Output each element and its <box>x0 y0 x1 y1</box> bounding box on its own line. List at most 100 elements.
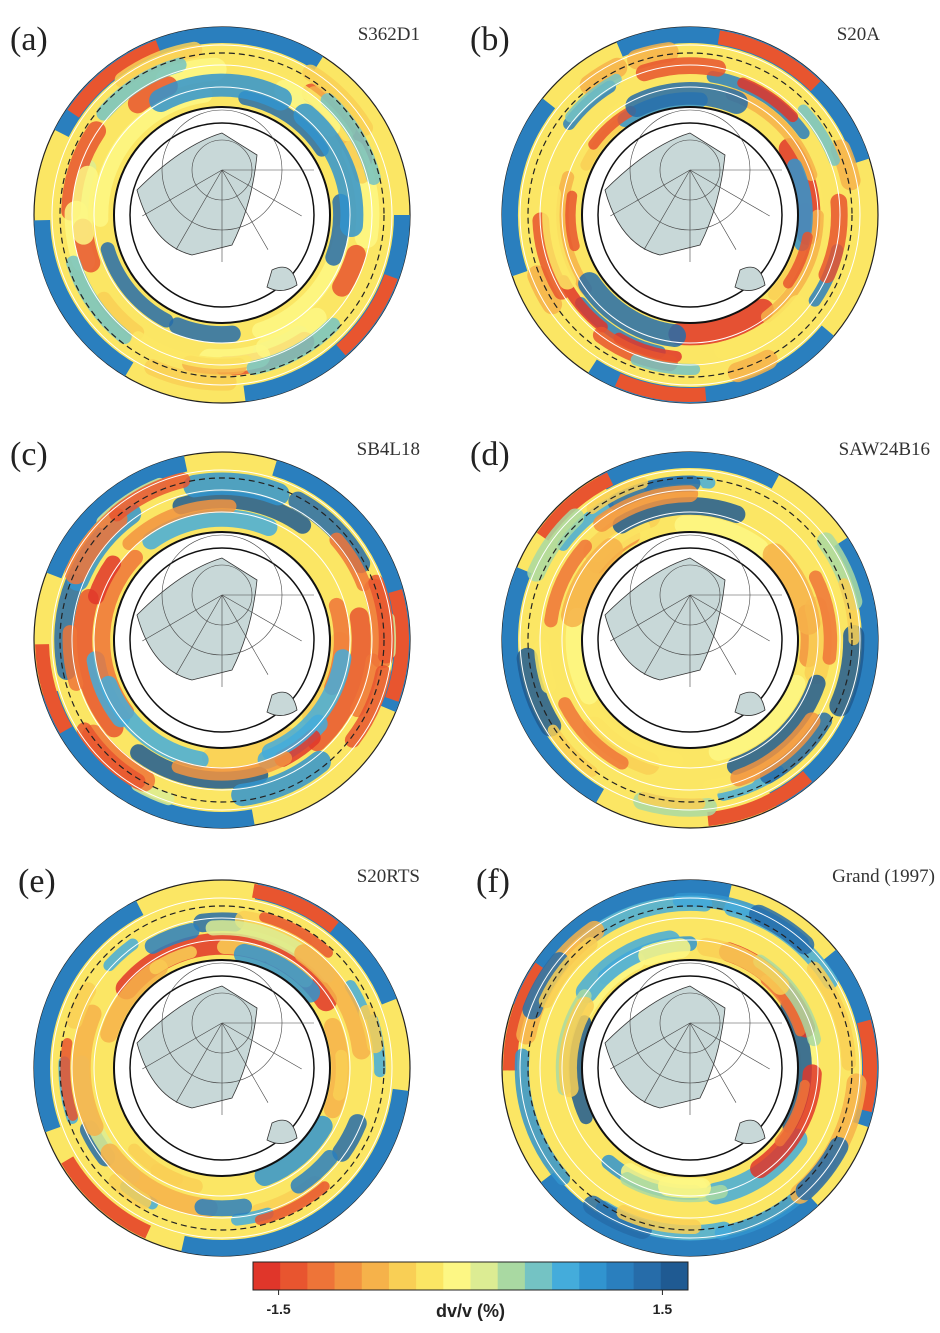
anomaly <box>547 497 833 783</box>
anomaly <box>558 936 822 1200</box>
depth-line <box>539 64 841 366</box>
dashed-depth <box>59 905 385 1231</box>
anomaly <box>58 51 386 379</box>
colorbar-swatch <box>497 1262 526 1290</box>
land <box>136 557 258 681</box>
anomaly <box>515 40 865 390</box>
anomaly <box>72 918 372 1218</box>
panel-label: (d) <box>470 436 510 473</box>
depth-line <box>93 511 351 769</box>
graticule <box>643 169 691 250</box>
land <box>604 985 726 1109</box>
dashed-depth <box>527 477 853 803</box>
model-name: SB4L18 <box>357 439 420 460</box>
colorbar-tick-label: 1.5 <box>653 1301 673 1317</box>
model-name: S20A <box>837 24 881 45</box>
anomaly <box>80 73 364 357</box>
land <box>604 132 726 256</box>
panel-label: (f) <box>476 863 510 900</box>
graticule <box>175 594 223 675</box>
colorbar-swatch <box>660 1262 689 1290</box>
graticule <box>610 169 691 217</box>
graticule <box>142 1022 223 1070</box>
graticule <box>221 169 302 217</box>
anomaly <box>95 941 349 1195</box>
graticule <box>221 594 269 675</box>
anomaly <box>73 919 371 1217</box>
graticule <box>689 1022 737 1103</box>
outer-rim <box>502 452 878 828</box>
anomaly <box>542 492 838 788</box>
graticule <box>689 594 770 642</box>
anomaly <box>525 475 855 805</box>
anomaly <box>512 890 868 1246</box>
anomaly <box>559 84 821 346</box>
panel <box>501 879 879 1257</box>
colorbar-swatch <box>524 1262 553 1290</box>
depth-line <box>539 489 841 791</box>
panel <box>33 451 411 829</box>
colorbar-swatch <box>388 1262 417 1290</box>
anomaly <box>60 906 384 1230</box>
graticule <box>142 594 223 642</box>
panel <box>33 26 411 404</box>
depth-line <box>71 917 373 1219</box>
depth-line <box>519 44 861 386</box>
depth-line <box>561 86 819 344</box>
anomaly <box>54 472 390 808</box>
depth-line <box>539 917 841 1219</box>
graticule <box>689 1022 770 1070</box>
anomaly <box>520 470 860 810</box>
graticule <box>175 169 223 250</box>
anomaly <box>81 499 363 781</box>
anomaly <box>95 941 349 1195</box>
panel <box>501 26 879 404</box>
anomaly <box>512 890 868 1246</box>
depth-line <box>561 511 819 769</box>
graticule <box>221 1022 269 1103</box>
anomaly <box>530 55 850 375</box>
anomaly <box>72 65 372 365</box>
outer-rim-red <box>35 453 409 828</box>
graticule <box>221 1022 302 1070</box>
land <box>136 132 258 256</box>
colorbar-swatch <box>253 1262 281 1290</box>
anomaly <box>533 483 847 797</box>
anomaly <box>91 509 353 771</box>
anomaly <box>46 39 398 391</box>
colorbar-swatch <box>552 1262 580 1290</box>
panel-label: (e) <box>18 863 56 900</box>
colorbar-swatch <box>579 1262 607 1290</box>
dashed-depth <box>527 52 853 378</box>
anomaly <box>532 57 848 373</box>
depth-line <box>71 489 373 791</box>
outer-rim-red <box>35 28 409 402</box>
panel <box>33 879 411 1257</box>
graticule <box>643 594 691 675</box>
colorbar-tick-label: -1.5 <box>267 1301 291 1317</box>
anomaly <box>49 467 395 813</box>
depth-line <box>51 897 393 1239</box>
depth-line <box>519 897 861 1239</box>
colorbar-swatch <box>416 1262 444 1290</box>
land <box>734 266 766 291</box>
anomaly <box>67 60 377 370</box>
outer-rim <box>34 27 410 403</box>
graticule <box>689 169 770 217</box>
graticule <box>221 594 302 642</box>
land <box>266 1119 298 1144</box>
colorbar-swatch <box>307 1262 336 1290</box>
land <box>136 985 258 1109</box>
anomaly <box>73 491 371 789</box>
model-name: S20RTS <box>357 866 420 887</box>
model-name: SAW24B16 <box>839 439 930 460</box>
anomaly <box>558 508 822 772</box>
anomaly <box>565 515 815 765</box>
anomaly <box>542 67 838 363</box>
colorbar-frame <box>252 1261 689 1291</box>
anomaly <box>558 936 822 1200</box>
graticule <box>610 1022 691 1070</box>
anomaly <box>54 472 390 808</box>
dashed-depth <box>59 477 385 803</box>
